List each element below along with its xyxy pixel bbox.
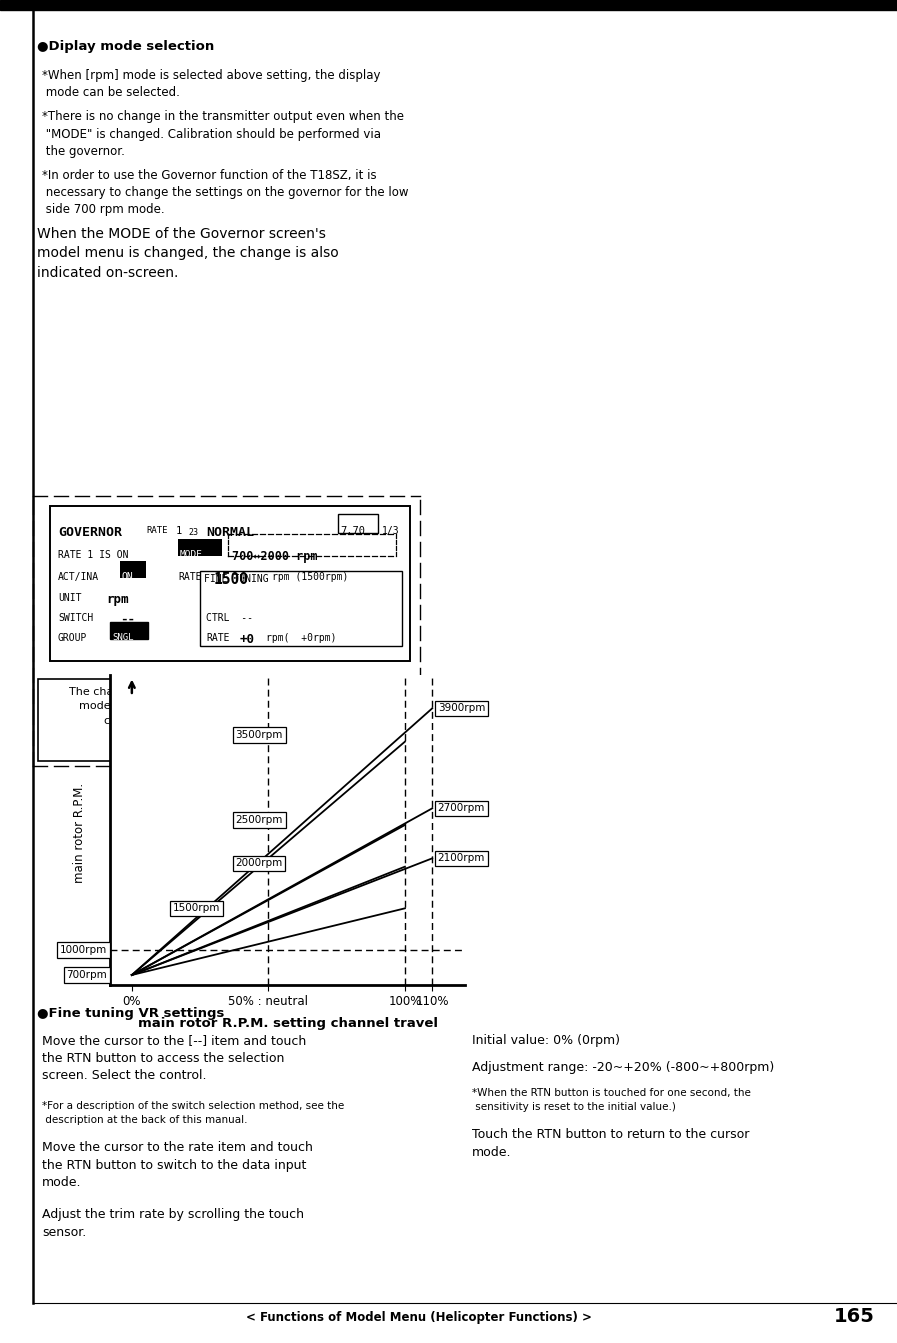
- Text: < Functions of Model Menu (Helicopter Functions) >: < Functions of Model Menu (Helicopter Fu…: [246, 1311, 591, 1323]
- Text: 165: 165: [834, 1308, 875, 1327]
- Text: 3500rpm: 3500rpm: [236, 731, 283, 740]
- Text: Touch the RTN button to return to the cursor
mode.: Touch the RTN button to return to the cu…: [472, 1128, 749, 1159]
- Text: GROUP: GROUP: [58, 633, 87, 643]
- Bar: [0, 0, 897, 9]
- Text: RATE: RATE: [178, 572, 202, 582]
- Text: UNIT: UNIT: [58, 594, 82, 603]
- Text: 1: 1: [176, 526, 182, 536]
- Text: ACT/INA: ACT/INA: [58, 572, 100, 582]
- Text: Move the cursor to the rate item and touch
the RTN button to switch to the data : Move the cursor to the rate item and tou…: [42, 1142, 313, 1190]
- Text: 1500: 1500: [214, 572, 249, 587]
- Text: 2700rpm: 2700rpm: [438, 803, 485, 814]
- Text: GOVERNOR: GOVERNOR: [58, 526, 122, 539]
- Text: 1000rpm: 1000rpm: [60, 945, 108, 955]
- Bar: [110, 622, 148, 639]
- Text: NORMAL: NORMAL: [206, 526, 254, 539]
- Text: 1/3: 1/3: [382, 526, 400, 536]
- Text: RATE: RATE: [146, 526, 168, 535]
- Text: Initial value: 0% (0rpm): Initial value: 0% (0rpm): [472, 1034, 620, 1048]
- Text: The chart below indicates the
mode percentage and the
    corresponding RPM.: The chart below indicates the mode perce…: [69, 688, 235, 725]
- Text: 7.70: 7.70: [340, 526, 365, 536]
- Text: Move the cursor to the [--] item and touch
the RTN button to access the selectio: Move the cursor to the [--] item and tou…: [42, 1034, 306, 1082]
- Text: SNGL: SNGL: [112, 633, 134, 642]
- Bar: [338, 514, 378, 533]
- Text: 700rpm: 700rpm: [66, 970, 108, 980]
- Text: 1500rpm: 1500rpm: [173, 904, 220, 913]
- Bar: [38, 680, 266, 761]
- Text: main rotor R.P.M.: main rotor R.P.M.: [74, 783, 86, 884]
- Text: ON: ON: [122, 572, 134, 582]
- Text: RATE: RATE: [206, 633, 230, 643]
- Text: *In order to use the Governor function of the T18SZ, it is
 necessary to change : *In order to use the Governor function o…: [42, 168, 408, 216]
- Text: rpm (1500rpm): rpm (1500rpm): [272, 572, 348, 582]
- Text: 2500rpm: 2500rpm: [236, 815, 283, 825]
- Text: ●Diplay mode selection: ●Diplay mode selection: [37, 40, 214, 52]
- Text: rpm: rpm: [106, 594, 128, 606]
- Text: MODE: MODE: [180, 551, 203, 559]
- Text: +0: +0: [240, 633, 255, 646]
- Text: 2000rpm: 2000rpm: [236, 858, 283, 869]
- Text: RATE 1 IS ON: RATE 1 IS ON: [58, 551, 128, 560]
- Text: rpm(  +0rpm): rpm( +0rpm): [266, 633, 336, 643]
- Bar: [50, 506, 410, 661]
- Text: 23: 23: [188, 528, 198, 537]
- Text: *For a description of the switch selection method, see the
 description at the b: *For a description of the switch selecti…: [42, 1101, 344, 1124]
- Bar: [120, 561, 146, 577]
- Text: *When [rpm] mode is selected above setting, the display
 mode can be selected.: *When [rpm] mode is selected above setti…: [42, 68, 380, 99]
- Text: *When the RTN button is touched for one second, the
 sensitivity is reset to the: *When the RTN button is touched for one …: [472, 1088, 751, 1112]
- Text: 700↔2000 rpm: 700↔2000 rpm: [232, 551, 318, 563]
- Bar: [178, 539, 222, 556]
- Text: When the MODE of the Governor screen's
model menu is changed, the change is also: When the MODE of the Governor screen's m…: [37, 227, 339, 279]
- Text: *There is no change in the transmitter output even when the
 "MODE" is changed. : *There is no change in the transmitter o…: [42, 110, 404, 158]
- Text: 3900rpm: 3900rpm: [438, 704, 485, 713]
- Text: --: --: [120, 612, 135, 626]
- Bar: [200, 571, 402, 646]
- Text: Adjustment range: -20~+20% (-800~+800rpm): Adjustment range: -20~+20% (-800~+800rpm…: [472, 1061, 774, 1074]
- Text: Adjust the trim rate by scrolling the touch
sensor.: Adjust the trim rate by scrolling the to…: [42, 1209, 304, 1238]
- Text: FINE TUNING: FINE TUNING: [204, 573, 268, 584]
- Text: 2100rpm: 2100rpm: [438, 853, 485, 864]
- Text: SWITCH: SWITCH: [58, 612, 93, 623]
- X-axis label: main rotor R.P.M. setting channel travel: main rotor R.P.M. setting channel travel: [137, 1017, 438, 1030]
- Text: ●Fine tuning VR settings: ●Fine tuning VR settings: [37, 1007, 224, 1019]
- Text: CTRL  --: CTRL --: [206, 612, 253, 623]
